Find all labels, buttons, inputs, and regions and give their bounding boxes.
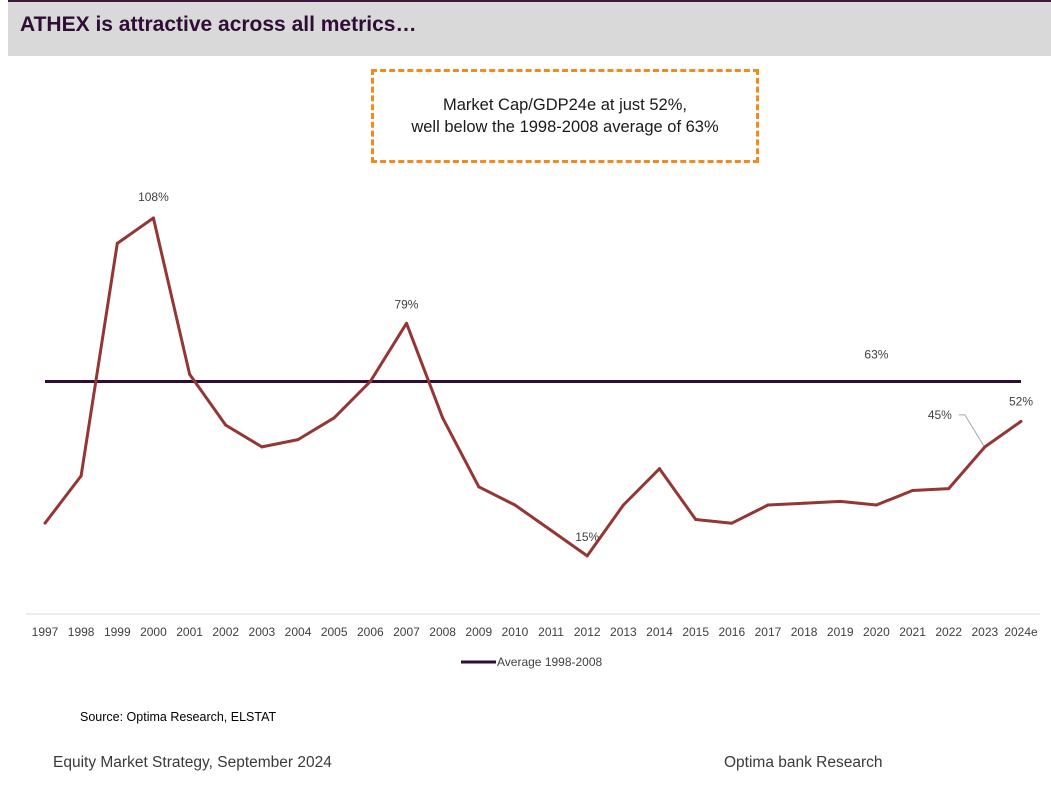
data-point-2017 (766, 503, 770, 507)
data-point-2004 (296, 438, 300, 442)
data-point-1997 (43, 521, 47, 525)
slide-header: ATHEX is attractive across all metrics… (8, 0, 1051, 56)
series-layer (43, 216, 1023, 558)
x-tick-label-2011: 2011 (538, 625, 564, 639)
x-tick-label-2000: 2000 (140, 625, 167, 639)
footer-right: Optima bank Research (724, 754, 883, 771)
x-tick-label-1999: 1999 (104, 625, 131, 639)
x-tick-label-2024e: 2024e (1004, 625, 1038, 639)
legend: Average 1998-2008 (461, 655, 603, 669)
data-point-2012 (585, 554, 589, 558)
data-point-2013 (621, 503, 625, 507)
data-point-2008 (441, 416, 445, 420)
source-note: Source: Optima Research, ELSTAT (80, 710, 277, 724)
data-point-2014 (658, 467, 662, 471)
data-label-2024e: 52% (1009, 394, 1033, 408)
x-tick-label-2004: 2004 (285, 625, 312, 639)
x-tick-label-2015: 2015 (682, 625, 709, 639)
x-tick-label-2009: 2009 (465, 625, 492, 639)
data-point-2023 (983, 445, 987, 449)
data-point-2024e (1019, 419, 1023, 423)
x-tick-label-2018: 2018 (791, 625, 818, 639)
data-label-2023: 45% (928, 408, 952, 422)
x-tick-label-2005: 2005 (321, 625, 348, 639)
data-point-2018 (802, 501, 806, 505)
x-tick-label-2012: 2012 (574, 625, 601, 639)
data-point-2020 (874, 503, 878, 507)
x-tick-label-1998: 1998 (68, 625, 95, 639)
data-label-2007: 79% (394, 297, 418, 311)
x-tick-label-2006: 2006 (357, 625, 384, 639)
x-tick-labels: 1997 1998 1999 2000 2001 2002 2003 2004 2005 2006… (32, 625, 1038, 639)
x-tick-label-1997: 1997 (32, 625, 59, 639)
data-point-2021 (911, 488, 915, 492)
data-point-2015 (694, 518, 698, 522)
footer-left: Equity Market Strategy, September 2024 (53, 754, 332, 771)
x-tick-label-2020: 2020 (863, 625, 890, 639)
x-tick-label-2017: 2017 (755, 625, 782, 639)
data-point-2016 (730, 521, 734, 525)
legend-label-average: Average 1998-2008 (497, 655, 603, 669)
data-point-1998 (79, 474, 83, 478)
x-tick-label-2008: 2008 (429, 625, 456, 639)
slide-title: ATHEX is attractive across all metrics… (20, 13, 417, 36)
x-tick-label-2003: 2003 (249, 625, 276, 639)
data-point-2005 (332, 416, 336, 420)
x-tick-label-2021: 2021 (899, 625, 926, 639)
callout-line-2: well below the 1998-2008 average of 63% (411, 118, 719, 136)
data-point-2019 (838, 499, 842, 503)
data-point-2001 (188, 372, 192, 376)
x-tick-label-2016: 2016 (718, 625, 745, 639)
data-point-2010 (513, 503, 517, 507)
x-tick-label-2019: 2019 (827, 625, 854, 639)
data-point-2002 (224, 423, 228, 427)
x-tick-label-2023: 2023 (972, 625, 999, 639)
series-market-cap-gdp-line (43, 216, 1022, 558)
data-point-2007 (404, 321, 408, 325)
x-tick-label-2013: 2013 (610, 625, 637, 639)
callout-box: Market Cap/GDP24e at just 52%, well belo… (371, 69, 759, 163)
x-tick-label-2001: 2001 (176, 625, 203, 639)
labels-layer: 108% 79% 15% 45% 52% 63% (138, 190, 1033, 544)
data-point-2003 (260, 445, 264, 449)
data-label-leader-2023 (958, 414, 985, 447)
x-tick-label-2002: 2002 (212, 625, 239, 639)
data-point-2011 (549, 528, 553, 532)
data-label-2000: 108% (138, 190, 169, 204)
x-tick-label-2014: 2014 (646, 625, 673, 639)
data-label-average: 63% (864, 347, 888, 361)
data-point-2009 (477, 485, 481, 489)
callout-line-1: Market Cap/GDP24e at just 52%, (443, 96, 687, 114)
data-point-2022 (947, 487, 951, 491)
data-point-2006 (368, 379, 372, 383)
data-point-2000 (151, 216, 155, 220)
market-cap-gdp-chart: 108% 79% 15% 45% 52% 63% 1997 1998 1999 2000 2001… (26, 190, 1040, 669)
data-point-1999 (115, 241, 119, 245)
x-tick-label-2022: 2022 (935, 625, 962, 639)
data-label-2012: 15% (575, 530, 599, 544)
x-tick-label-2010: 2010 (502, 625, 529, 639)
x-tick-label-2007: 2007 (393, 625, 420, 639)
